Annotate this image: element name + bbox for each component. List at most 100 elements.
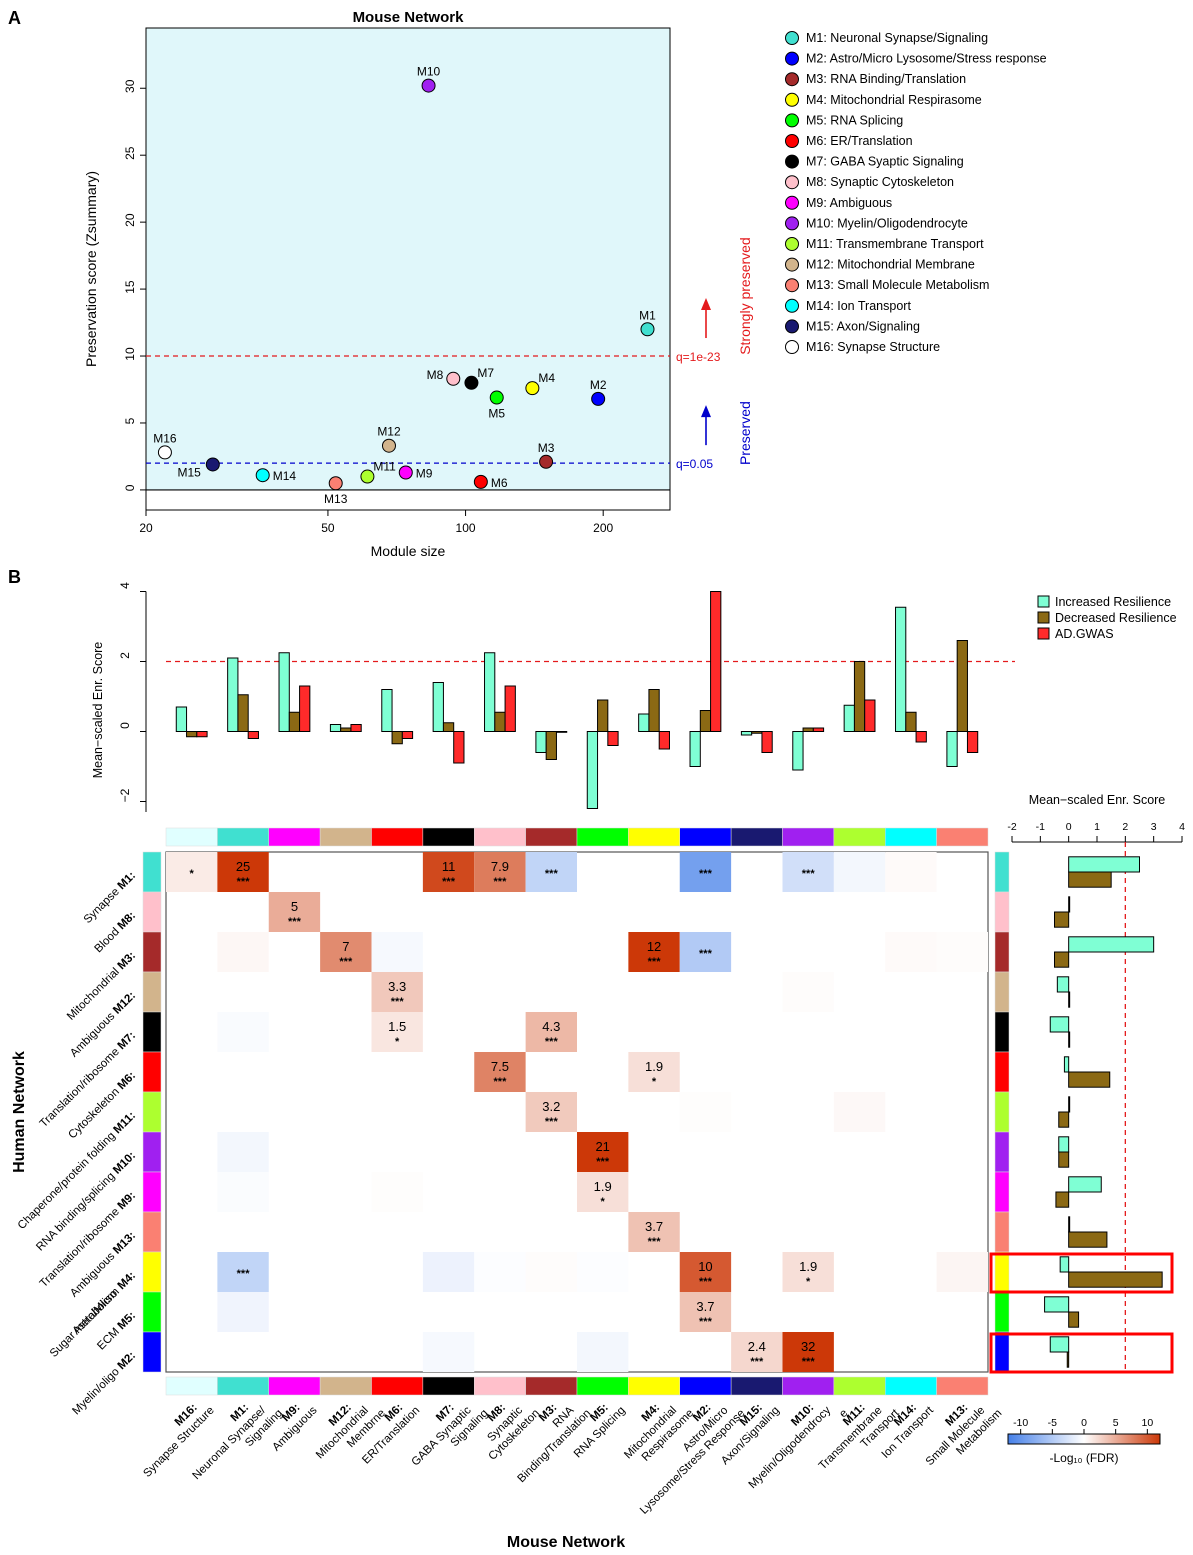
cell-value-r5-c9: 1.9 <box>645 1059 663 1074</box>
legend-marker-m16 <box>785 340 799 354</box>
x-axis-label: Module size <box>371 543 446 559</box>
cell-r6-c13 <box>833 1092 886 1132</box>
point-m13 <box>328 476 343 491</box>
bar-decreased-resilience-m13 <box>956 640 968 732</box>
point-label-m7: M7 <box>477 366 494 380</box>
bar-decreased-resilience-m2 <box>699 710 712 732</box>
cell-r12-c5 <box>422 1332 475 1372</box>
row-color-left-m1 <box>142 851 162 893</box>
col-color-bottom-m8 <box>474 1376 526 1396</box>
point-m11 <box>360 469 375 484</box>
cell-value-r8-c8: 1.9 <box>594 1179 612 1194</box>
col-color-bottom-m5 <box>576 1376 629 1396</box>
legend-entry-m6: M6: ER/Translation <box>806 134 913 148</box>
legend-entry-m3: M3: RNA Binding/Translation <box>806 72 966 86</box>
panel-a-letter: A <box>8 8 21 28</box>
point-label-m10: M10 <box>417 65 441 79</box>
cell-r0-c6 <box>474 852 526 892</box>
row-color-left-m11 <box>142 1091 162 1133</box>
cell-r0-c14 <box>885 852 937 892</box>
y-tick-label: 10 <box>123 347 137 361</box>
y-axis-label: Mean−scaled Enr. Score <box>91 642 105 779</box>
row-label-name: RNA binding/splicing <box>34 1168 119 1253</box>
cell-r3-c12 <box>782 972 834 1012</box>
bar-decreased-resilience-m3 <box>545 731 557 760</box>
side-bar-increased-m4 <box>1059 1256 1070 1273</box>
cell-value-r12-c11: 2.4 <box>748 1339 766 1354</box>
col-color-top-m16 <box>165 827 218 847</box>
col-color-bottom-m15 <box>730 1376 783 1396</box>
y-tick-label: 20 <box>123 213 137 227</box>
col-color-bottom-m6 <box>371 1376 424 1396</box>
point-m3 <box>539 454 554 469</box>
side-bar-decreased-m13 <box>1068 1231 1108 1248</box>
side-bar-decreased-m5 <box>1068 1311 1080 1328</box>
cell-r0-c7 <box>525 852 577 892</box>
side-bar-decreased-m10 <box>1058 1151 1070 1168</box>
cell-stars-r0-c1: *** <box>237 876 251 888</box>
point-label-m16: M16 <box>153 431 177 445</box>
legend-entry-m5: M5: RNA Splicing <box>806 113 903 127</box>
cell-r1-c2 <box>268 892 321 932</box>
legend-entry-m16: M16: Synapse Structure <box>806 340 940 354</box>
legend-marker-m15 <box>785 319 799 334</box>
row-color-right-m4 <box>994 1251 1010 1293</box>
col-label-m11: M11:TransmembraneTransport <box>807 1387 902 1482</box>
col-color-top-m11 <box>833 827 886 847</box>
bar-increased-resilience-m5 <box>586 731 599 809</box>
bar-increased-resilience-m14 <box>895 606 907 732</box>
highlight-box-row-10 <box>989 1252 1174 1294</box>
cell-r10-c1 <box>217 1252 269 1292</box>
bar-increased-resilience-m15 <box>740 731 753 736</box>
cell-value-r3-c4: 3.3 <box>388 979 406 994</box>
col-color-bottom-m13 <box>936 1376 989 1396</box>
cell-value-r2-c9: 12 <box>647 939 661 954</box>
col-color-top-m3 <box>525 827 578 847</box>
point-m6 <box>473 474 488 489</box>
cell-r8-c8 <box>577 1172 629 1212</box>
bar-ad-gwas-m5 <box>607 731 619 746</box>
cell-value-r2-c3: 7 <box>342 939 349 954</box>
col-color-top-m2 <box>679 827 732 847</box>
point-label-m6: M6 <box>491 476 508 490</box>
point-m7 <box>464 375 479 390</box>
side-bar-increased-m10 <box>1058 1136 1070 1153</box>
bar-increased-resilience-m12 <box>329 724 342 732</box>
col-color-top-m14 <box>885 827 937 847</box>
point-m14 <box>255 468 270 483</box>
cell-stars-r10-c12: * <box>806 1276 811 1288</box>
row-color-left-m6 <box>142 1051 162 1093</box>
cell-stars-r8-c8: * <box>601 1196 606 1208</box>
heatmap-x-label: Mouse Network <box>507 1534 625 1551</box>
row-color-left-m10 <box>142 1131 162 1173</box>
point-m8 <box>446 371 461 386</box>
row-color-right-m9 <box>994 1171 1010 1213</box>
bar-decreased-resilience-m1 <box>237 694 249 732</box>
bar-ad-gwas-m6 <box>401 731 414 739</box>
cell-r9-c9 <box>628 1212 680 1252</box>
legend-entry-m15: M15: Axon/Signaling <box>806 319 920 333</box>
legend-marker-m6 <box>785 134 799 148</box>
x-tick-label: 100 <box>456 521 476 535</box>
bar-decreased-resilience-m10 <box>802 727 814 732</box>
cell-r2-c4 <box>371 932 423 972</box>
cell-value-r1-c2: 5 <box>291 899 298 914</box>
side-bar-increased-m11 <box>1068 1096 1071 1113</box>
row-label-id: M13: <box>111 1230 138 1257</box>
cell-value-r0-c5: 11 <box>442 859 456 874</box>
side-axis-tick-label: -1 <box>1036 821 1045 833</box>
row-color-left-m12 <box>142 971 162 1013</box>
bar-increased-resilience-m13 <box>946 731 958 767</box>
point-label-m9: M9 <box>416 467 433 481</box>
bar-ad-gwas-m4 <box>658 731 670 750</box>
legend-marker-m7 <box>785 154 799 169</box>
plot-frame <box>145 27 671 511</box>
cell-stars-r0-c7: *** <box>545 868 559 880</box>
cell-stars-r11-c10: *** <box>699 1316 713 1328</box>
col-color-bottom-m16 <box>165 1376 218 1396</box>
side-bar-decreased-m8 <box>1054 911 1070 928</box>
threshold-arrow-head <box>701 298 711 311</box>
cell-r12-c8 <box>577 1332 629 1372</box>
col-label-m1: M1:Neuronal Synapse/Signaling <box>181 1387 286 1492</box>
